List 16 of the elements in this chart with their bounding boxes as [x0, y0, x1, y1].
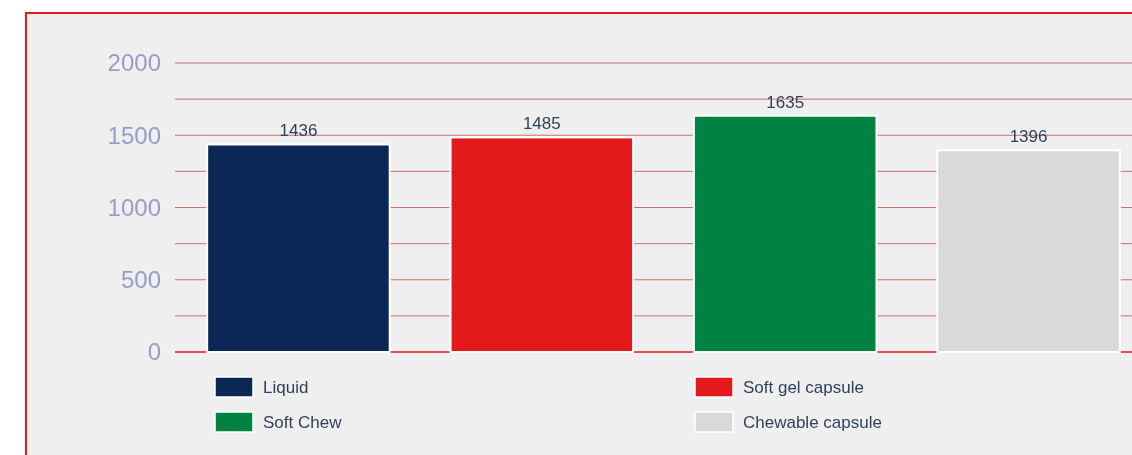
bar: [206, 143, 391, 353]
legend-label: Soft gel capsule: [743, 377, 864, 397]
legend-label: Liquid: [263, 377, 309, 397]
y-tick-label: 1000: [107, 193, 161, 221]
data-label: 1396: [1009, 127, 1048, 147]
data-label: 1436: [279, 121, 318, 141]
legend-label: Chewable capsule: [743, 412, 882, 432]
bar: [692, 114, 878, 353]
data-label: 1635: [766, 92, 805, 112]
y-tick-label: 0: [147, 338, 161, 366]
data-label: 1485: [522, 114, 561, 134]
legend-label: Soft Chew: [263, 412, 343, 432]
y-tick-label: 2000: [107, 49, 161, 77]
bar: [936, 149, 1121, 353]
y-tick-label: 1500: [107, 121, 161, 149]
y-tick-label: 500: [120, 266, 161, 294]
